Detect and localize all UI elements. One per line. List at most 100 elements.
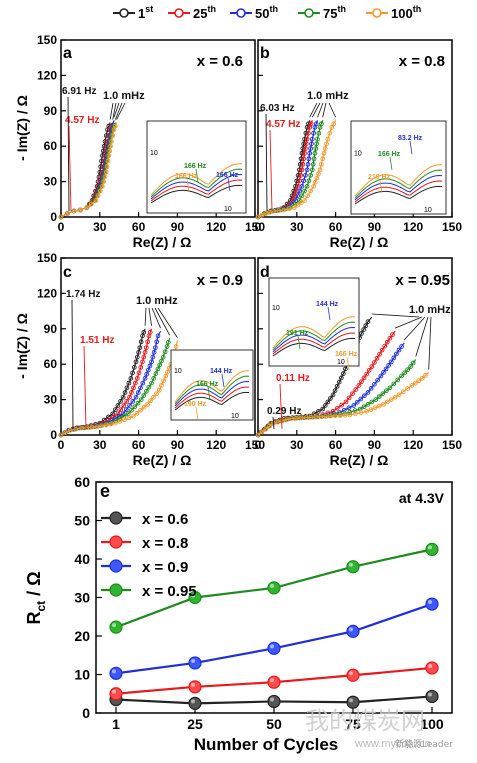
series-point (402, 370, 407, 376)
series-point (105, 158, 111, 164)
legend-label: x = 0.9 (142, 559, 188, 576)
series-point (141, 404, 147, 410)
series-point (160, 354, 166, 360)
x-tick-label: 60 (132, 220, 146, 234)
series-point (146, 384, 152, 390)
legend-marker (372, 8, 382, 18)
series-point (134, 354, 140, 360)
series-point (173, 344, 179, 349)
legend-label: x = 0.6 (142, 511, 188, 528)
series-point (302, 188, 307, 194)
series-point (131, 413, 136, 419)
inset-x-tick: 10 (224, 206, 232, 213)
freq-arrow (394, 316, 423, 329)
legend-label: 50th (255, 4, 278, 21)
y-tick-label: 30 (74, 590, 90, 606)
freq-arrow (428, 316, 432, 370)
series-point (311, 156, 317, 162)
series-point (118, 399, 123, 404)
series-point (289, 416, 294, 421)
series-point (149, 359, 154, 365)
freq-arrow (154, 307, 170, 336)
freq-arrow (309, 102, 318, 118)
inset-freq-pointer (227, 177, 231, 192)
series-point (372, 360, 377, 365)
series-point (299, 150, 305, 156)
series-point (384, 388, 389, 394)
series-point (347, 412, 353, 418)
x-axis-label: Re(Z) / Ω (133, 452, 192, 468)
series-point (165, 369, 170, 375)
inset-series-line (174, 370, 250, 403)
series-point (106, 153, 112, 158)
series-point (321, 150, 327, 156)
freq-arrow (157, 307, 178, 338)
series-point (97, 188, 103, 194)
series-point (328, 413, 333, 419)
series-point (317, 167, 323, 173)
series-point (380, 391, 386, 397)
series-point (312, 150, 318, 156)
series-point (413, 380, 418, 386)
series-point (375, 377, 380, 383)
series-point (383, 366, 389, 372)
series-point (365, 401, 371, 407)
series-point (99, 423, 105, 429)
x-tick-label: 25 (187, 716, 203, 732)
series-point (314, 141, 319, 147)
inset-series-line (272, 316, 356, 349)
series-point (117, 416, 123, 421)
series-point (423, 373, 428, 378)
series-point (297, 161, 303, 167)
hf-arrow (71, 299, 74, 430)
series-point (330, 392, 336, 398)
y-tick-label: 30 (44, 175, 58, 189)
series-point (405, 367, 410, 373)
series-point (318, 414, 324, 420)
series-point (102, 174, 108, 180)
series-point (295, 172, 301, 178)
series-point (154, 391, 159, 397)
series-line (115, 603, 433, 675)
x-tick-label: 75 (345, 716, 361, 732)
series-point-highlight (349, 698, 353, 703)
series-point (381, 370, 386, 375)
series-point (295, 193, 301, 199)
series-point (319, 121, 324, 127)
series-point (271, 208, 276, 214)
series-point (334, 384, 340, 389)
series-point (159, 358, 164, 364)
series-point (359, 379, 364, 385)
series-point (188, 680, 202, 694)
panel-d: 0 30 60 90 120 150 Re(Z) / Ω d x = 0.95 10 10 144 H… (255, 257, 462, 468)
series-point (339, 402, 344, 408)
y-axis-label-sub: ct (34, 601, 48, 612)
x-tick-label: 150 (245, 438, 265, 452)
series-point (346, 668, 360, 682)
series-point (303, 146, 308, 151)
series-point (315, 136, 320, 142)
series-point (286, 206, 292, 212)
panel-letter: d (260, 264, 270, 281)
inset-series-line (354, 180, 443, 203)
series-point-highlight (191, 682, 195, 687)
series-point (343, 366, 348, 372)
inset-freq-pointer (297, 335, 301, 350)
series-point (73, 426, 79, 432)
series-point (332, 388, 338, 393)
series-point (149, 380, 154, 386)
series-point (144, 345, 149, 351)
series-point (267, 694, 281, 709)
watermark-url: www.mycoal.cn (354, 738, 431, 750)
x-axis-label: Number of Cycles (194, 735, 339, 754)
series-point (134, 410, 140, 416)
inset-freq-label: 166 Hz (196, 381, 219, 388)
series-point (368, 407, 374, 412)
series-point (157, 362, 163, 368)
series-point (299, 183, 305, 189)
series-point (120, 394, 126, 400)
series-point (312, 179, 318, 185)
series-point (134, 376, 140, 381)
series-point (306, 178, 312, 184)
inset-freq-label: 190 Hz (184, 401, 207, 408)
